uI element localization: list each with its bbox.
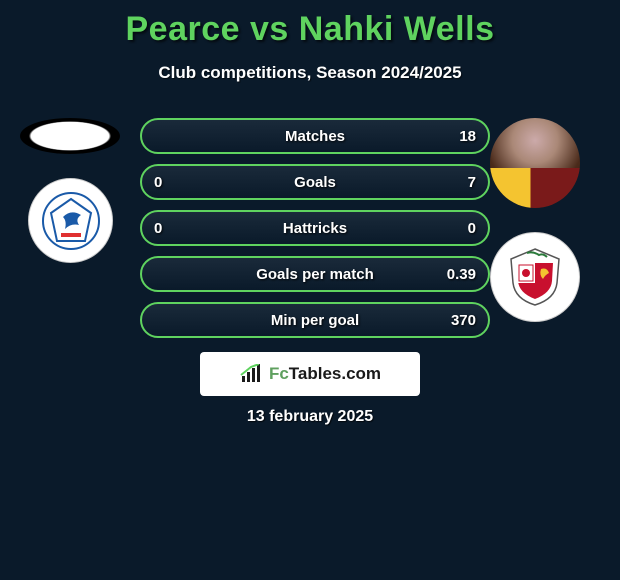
stat-left-value: 0	[154, 220, 162, 237]
stat-right-value: 7	[468, 174, 476, 191]
stat-right-value: 370	[451, 312, 476, 329]
brand-suffix: Tables.com	[289, 364, 381, 383]
bristol-badge-icon	[503, 245, 567, 309]
brand-prefix: Fc	[269, 364, 289, 383]
brand-text: FcTables.com	[269, 364, 381, 384]
stat-label: Goals per match	[256, 266, 374, 283]
stat-label: Min per goal	[271, 312, 359, 329]
stat-right-value: 18	[459, 128, 476, 145]
stat-right-value: 0.39	[447, 266, 476, 283]
bar-chart-icon	[239, 364, 263, 384]
player-right-club-badge	[490, 232, 580, 322]
stat-left-value: 0	[154, 174, 162, 191]
stat-label: Hattricks	[283, 220, 347, 237]
brand-logo: FcTables.com	[200, 352, 420, 396]
stat-right-value: 0	[468, 220, 476, 237]
stat-row: 0 Hattricks 0	[140, 210, 490, 246]
stat-row: Min per goal 370	[140, 302, 490, 338]
footer-date: 13 february 2025	[0, 408, 620, 426]
page-title: Pearce vs Nahki Wells	[0, 0, 620, 49]
stat-row: Goals per match 0.39	[140, 256, 490, 292]
player-right-avatar	[490, 118, 580, 208]
stat-label: Matches	[285, 128, 345, 145]
player-left-avatar	[20, 118, 120, 154]
stats-table: Matches 18 0 Goals 7 0 Hattricks 0 Goals…	[140, 118, 490, 348]
stat-row: Matches 18	[140, 118, 490, 154]
stat-row: 0 Goals 7	[140, 164, 490, 200]
player-left-club-badge	[28, 178, 113, 263]
stat-label: Goals	[294, 174, 336, 191]
cardiff-badge-icon	[41, 191, 101, 251]
subtitle: Club competitions, Season 2024/2025	[0, 63, 620, 83]
